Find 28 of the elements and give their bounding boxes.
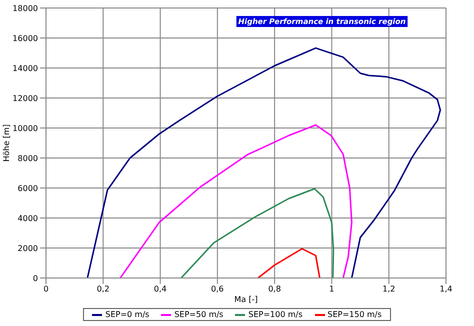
y-tick-label: 18000 xyxy=(12,4,38,13)
x-tick-label: 0,4 xyxy=(154,284,167,294)
y-tick-label: 14000 xyxy=(12,64,38,73)
y-tick-label: 6000 xyxy=(18,184,38,193)
y-tick-label: 16000 xyxy=(12,34,38,43)
legend-label: SEP=0 m/s xyxy=(104,310,150,319)
y-tick-label: 0 xyxy=(32,274,38,283)
x-axis-title: Ma [-] xyxy=(234,295,258,304)
legend-label: SEP=100 m/s xyxy=(247,310,302,319)
legend-label: SEP=50 m/s xyxy=(173,310,224,319)
legend-label: SEP=150 m/s xyxy=(326,310,382,319)
line-series xyxy=(86,47,442,278)
line-series xyxy=(120,124,352,278)
x-tick-label: 0,8 xyxy=(268,284,281,294)
y-tick-label: 12000 xyxy=(12,94,38,103)
x-tick-label: 1,2 xyxy=(382,284,396,294)
y-axis-title: Höhe [m] xyxy=(2,124,11,162)
y-tick-label: 10000 xyxy=(12,124,38,133)
x-tick-label: 1 xyxy=(329,284,334,294)
y-tick-label: 4000 xyxy=(18,214,38,223)
x-tick-label: 0,2 xyxy=(96,284,110,294)
line-series xyxy=(257,248,320,278)
x-tick-label: 0,6 xyxy=(211,284,224,294)
x-tick-label: 1,4 xyxy=(440,284,452,294)
y-tick-label: 2000 xyxy=(18,244,38,253)
x-tick-label: 0 xyxy=(43,284,49,294)
y-tick-label: 8000 xyxy=(18,154,38,163)
line-series xyxy=(180,188,334,278)
